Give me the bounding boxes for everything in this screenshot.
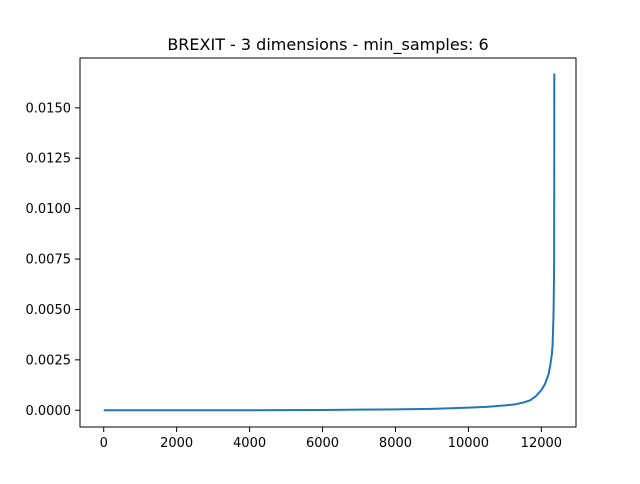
y-tick-label: 0.0050 — [26, 303, 72, 318]
y-tick-label: 0.0150 — [26, 101, 72, 116]
x-tick-label: 8000 — [379, 436, 412, 451]
series-line-0 — [103, 73, 556, 412]
x-tick-label: 12000 — [521, 436, 562, 451]
chart-title: BREXIT - 3 dimensions - min_samples: 6 — [167, 35, 488, 55]
x-tick-label: 4000 — [233, 436, 266, 451]
axes: 0 2000 4000 6000 8000 10000 12000 0.0000 0.0025 0… — [26, 101, 563, 451]
y-tick-label: 0.0125 — [26, 152, 72, 167]
y-tick-label: 0.0100 — [26, 202, 72, 217]
x-tick-label: 10000 — [448, 436, 489, 451]
x-tick-label: 6000 — [306, 436, 339, 451]
y-tick-label: 0.0075 — [26, 253, 72, 268]
x-tick-label: 2000 — [160, 436, 193, 451]
plot-frame — [79, 57, 577, 428]
plot-area — [103, 73, 556, 412]
x-tick-label: 0 — [100, 436, 108, 451]
y-tick-label: 0.0025 — [26, 353, 72, 368]
y-tick-label: 0.0000 — [26, 404, 72, 419]
